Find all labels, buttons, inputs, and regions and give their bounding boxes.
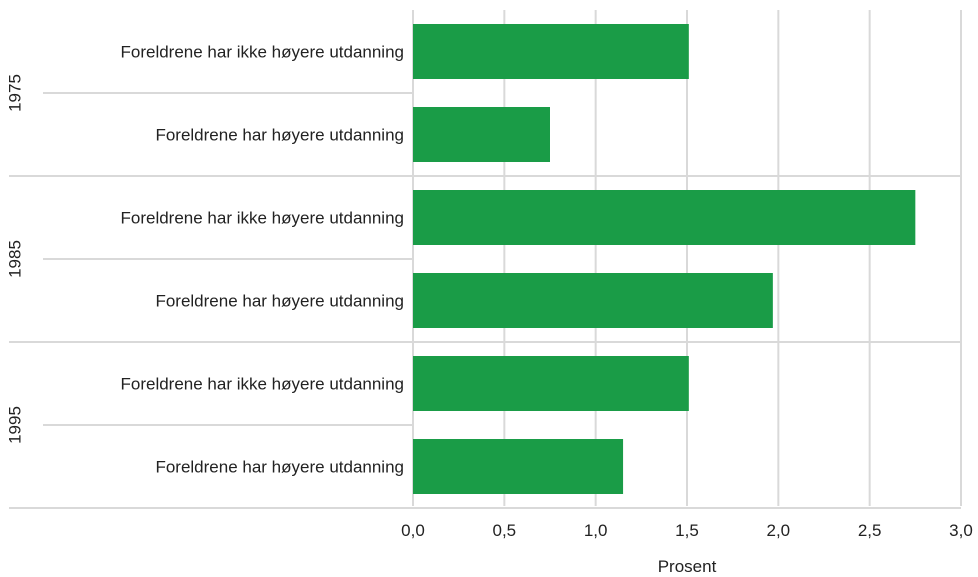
group-labels: 1975 1985 1995 [5,74,24,444]
x-tick-labels: 0,0 0,5 1,0 1,5 2,0 2,5 3,0 [401,521,973,540]
grid [412,10,962,506]
category-label: Foreldrene har høyere utdanning [155,458,404,477]
group-label: 1995 [5,406,24,444]
category-label: Foreldrene har høyere utdanning [155,126,404,145]
bar [413,439,624,494]
x-tick-label: 3,0 [949,521,973,540]
category-label: Foreldrene har ikke høyere utdanning [121,375,405,394]
x-tick-label: 0,0 [401,521,425,540]
group-label: 1985 [5,240,24,278]
bar [413,107,550,162]
category-labels: Foreldrene har ikke høyere utdanning Fore… [121,43,405,477]
x-axis-title: Prosent [658,557,717,576]
bar [413,356,689,411]
bar [413,190,916,245]
bars [413,24,916,494]
bar [413,24,689,79]
x-tick-label: 1,5 [675,521,699,540]
group-label: 1975 [5,74,24,112]
category-label: Foreldrene har ikke høyere utdanning [121,209,405,228]
group-separators [9,92,961,509]
x-tick-label: 0,5 [493,521,517,540]
bar [413,273,773,328]
x-tick-label: 2,0 [767,521,791,540]
x-tick-label: 1,0 [584,521,608,540]
x-tick-label: 2,5 [858,521,882,540]
category-label: Foreldrene har ikke høyere utdanning [121,43,405,62]
category-label: Foreldrene har høyere utdanning [155,292,404,311]
